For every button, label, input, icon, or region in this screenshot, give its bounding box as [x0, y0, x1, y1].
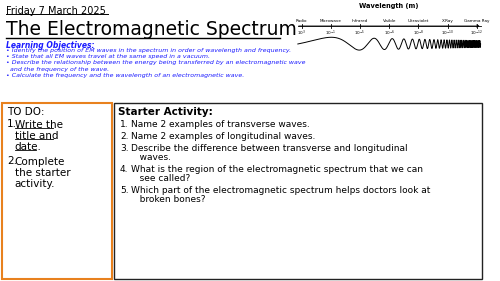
Text: • Calculate the frequency and the wavelength of an electromagnetic wave.: • Calculate the frequency and the wavele…: [6, 73, 244, 78]
Text: 5.: 5.: [120, 186, 128, 195]
Text: date.: date.: [14, 142, 42, 152]
Bar: [2, 103, 112, 279]
Text: Describe the difference between transverse and longitudinal: Describe the difference between transver…: [130, 144, 407, 153]
Text: Starter Activity:: Starter Activity:: [118, 107, 212, 117]
Text: Infrared: Infrared: [352, 19, 368, 23]
Text: The Electromagnetic Spectrum: The Electromagnetic Spectrum: [6, 20, 296, 39]
Text: Which part of the electromagnetic spectrum helps doctors look at: Which part of the electromagnetic spectr…: [130, 186, 430, 195]
Text: title and: title and: [14, 131, 58, 141]
Text: Visible: Visible: [382, 19, 396, 23]
Text: Microwave: Microwave: [320, 19, 342, 23]
Text: Friday 7 March 2025: Friday 7 March 2025: [6, 6, 105, 16]
Text: $10^{-5}$: $10^{-5}$: [354, 29, 366, 38]
Text: and the frequency of the wave.: and the frequency of the wave.: [6, 67, 109, 72]
Text: 2.: 2.: [120, 132, 128, 141]
Text: Radio: Radio: [296, 19, 308, 23]
Text: waves.: waves.: [130, 153, 170, 162]
Text: broken bones?: broken bones?: [130, 195, 205, 204]
Text: 3.: 3.: [120, 144, 128, 153]
Text: 1.: 1.: [120, 120, 128, 129]
Text: Learning Objectives:: Learning Objectives:: [6, 41, 94, 50]
Text: TO DO:: TO DO:: [7, 107, 44, 117]
Text: $10^{-10}$: $10^{-10}$: [441, 29, 454, 38]
Text: What is the region of the electromagnetic spectrum that we can: What is the region of the electromagneti…: [130, 165, 422, 174]
Text: activity.: activity.: [14, 179, 55, 189]
Text: $10^{-8}$: $10^{-8}$: [412, 29, 424, 38]
Text: Gamma Ray: Gamma Ray: [464, 19, 489, 23]
Text: • Describe the relationship between the energy being transferred by an electroma: • Describe the relationship between the …: [6, 60, 306, 65]
Text: 1.: 1.: [7, 119, 17, 129]
Text: $10^{-1}$: $10^{-1}$: [325, 29, 336, 38]
Text: Complete: Complete: [14, 157, 65, 167]
Text: 4.: 4.: [120, 165, 128, 174]
Text: the starter: the starter: [14, 168, 70, 178]
Text: • State that all EM waves travel at the same speed in a vacuum.: • State that all EM waves travel at the …: [6, 54, 210, 59]
Text: X-Ray: X-Ray: [442, 19, 454, 23]
Text: $10^{3}$: $10^{3}$: [297, 29, 306, 38]
Bar: [114, 103, 482, 279]
Text: Name 2 examples of transverse waves.: Name 2 examples of transverse waves.: [130, 120, 310, 129]
Text: Write the: Write the: [14, 120, 62, 130]
Text: Ultraviolet: Ultraviolet: [408, 19, 429, 23]
Text: $10^{-12}$: $10^{-12}$: [470, 29, 484, 38]
Text: Name 2 examples of longitudinal waves.: Name 2 examples of longitudinal waves.: [130, 132, 315, 141]
Text: $10^{-6}$: $10^{-6}$: [384, 29, 395, 38]
Text: 2.: 2.: [7, 156, 17, 166]
Text: Wavelength (m): Wavelength (m): [360, 3, 419, 9]
Text: see called?: see called?: [130, 174, 190, 183]
Text: • Identify the position of EM waves in the spectrum in order of wavelength and f: • Identify the position of EM waves in t…: [6, 48, 291, 53]
